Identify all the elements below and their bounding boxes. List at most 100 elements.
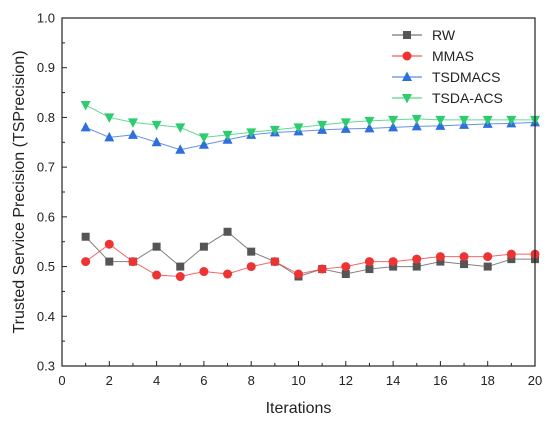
y-tick-label: 1.0 xyxy=(37,11,55,26)
data-point xyxy=(105,257,114,266)
data-point xyxy=(317,120,328,131)
data-point xyxy=(365,265,374,274)
data-point xyxy=(294,269,303,279)
x-tick-label: 12 xyxy=(339,373,353,388)
x-tick-label: 20 xyxy=(528,373,542,388)
data-point xyxy=(317,264,327,274)
series-line xyxy=(85,121,536,151)
series-tsdmacs xyxy=(80,116,540,154)
y-tick-label: 0.9 xyxy=(37,60,55,75)
legend-marker xyxy=(402,94,412,104)
data-point xyxy=(411,120,422,131)
axis-layer: 0 2 4 6 8 10 12 14 16 18 20 0.3 0.4 0.5 0.6 0.7 0.8 0.9 1.… xyxy=(37,11,542,389)
data-point xyxy=(104,113,115,123)
data-point xyxy=(246,128,257,138)
data-point xyxy=(246,262,256,272)
x-tick-label: 14 xyxy=(386,373,400,388)
x-tick-label: 16 xyxy=(433,373,447,388)
data-point xyxy=(340,118,351,128)
data-point xyxy=(482,115,493,126)
series-layer xyxy=(80,101,540,282)
legend-label: TSDMACS xyxy=(432,69,500,85)
series-tsda-acs xyxy=(80,101,540,143)
data-point xyxy=(459,252,469,262)
data-point xyxy=(151,120,162,131)
data-point xyxy=(435,252,445,262)
x-tick-label: 4 xyxy=(153,373,160,388)
y-tick-label: 0.4 xyxy=(37,309,55,324)
x-tick-label: 10 xyxy=(291,373,305,388)
data-point xyxy=(176,262,185,271)
data-point xyxy=(128,257,138,267)
data-point xyxy=(507,255,516,264)
x-axis-label: Iterations xyxy=(266,400,332,417)
data-point xyxy=(198,139,209,149)
legend-marker xyxy=(402,51,412,61)
data-point xyxy=(127,129,138,139)
data-point xyxy=(104,239,114,249)
data-point xyxy=(152,242,161,251)
legend-label: TSDA-ACS xyxy=(432,90,503,106)
data-point xyxy=(389,262,398,271)
legend-marker xyxy=(402,71,412,81)
data-point xyxy=(151,136,162,147)
legend-label: MMAS xyxy=(432,48,474,64)
y-tick-label: 0.8 xyxy=(37,110,55,125)
series-mmas xyxy=(81,239,540,282)
data-point xyxy=(81,232,90,241)
data-point xyxy=(175,123,186,133)
x-tick-label: 6 xyxy=(200,373,207,388)
data-point xyxy=(364,116,375,127)
data-point xyxy=(269,125,280,136)
data-point xyxy=(104,131,115,142)
data-point xyxy=(340,123,351,133)
data-point xyxy=(127,118,138,128)
y-tick-label: 0.6 xyxy=(37,209,55,224)
x-tick-label: 18 xyxy=(480,373,494,388)
data-point xyxy=(199,242,208,251)
data-point xyxy=(341,270,350,279)
data-point xyxy=(364,122,375,133)
data-point xyxy=(364,257,374,267)
data-point xyxy=(222,130,233,141)
data-point xyxy=(412,254,422,264)
y-axis-label: Trusted Service Precision (TSPrecision) xyxy=(11,50,28,333)
x-tick-label: 8 xyxy=(248,373,255,388)
data-point xyxy=(81,257,91,267)
y-tick-label: 0.5 xyxy=(37,259,55,274)
data-point xyxy=(412,262,421,271)
data-point xyxy=(388,121,399,132)
data-point xyxy=(459,115,470,126)
data-point xyxy=(247,247,256,256)
data-point xyxy=(293,123,304,133)
data-point xyxy=(483,252,493,262)
data-point xyxy=(483,262,492,271)
data-point xyxy=(80,101,91,111)
data-point xyxy=(152,270,162,280)
data-point xyxy=(198,133,209,143)
legend: RW MMAS TSDMACS TSDA-ACS xyxy=(392,27,503,106)
data-point xyxy=(411,114,422,125)
x-tick-label: 0 xyxy=(58,373,65,388)
data-point xyxy=(388,115,399,126)
data-point xyxy=(80,121,91,132)
data-point xyxy=(223,269,233,279)
legend-marker xyxy=(403,31,411,39)
y-tick-label: 0.3 xyxy=(37,359,55,374)
x-tick-label: 2 xyxy=(106,373,113,388)
data-point xyxy=(175,272,185,282)
data-point xyxy=(223,227,232,236)
data-point xyxy=(506,249,516,259)
series-rw xyxy=(81,227,539,281)
data-point xyxy=(270,257,280,267)
data-point xyxy=(175,144,186,154)
data-point xyxy=(506,115,517,126)
series-line xyxy=(85,104,535,138)
data-point xyxy=(435,115,446,126)
data-point xyxy=(388,257,398,267)
legend-label: RW xyxy=(432,27,456,43)
y-tick-label: 0.7 xyxy=(37,160,55,175)
data-point xyxy=(460,260,469,269)
data-point xyxy=(199,267,209,277)
